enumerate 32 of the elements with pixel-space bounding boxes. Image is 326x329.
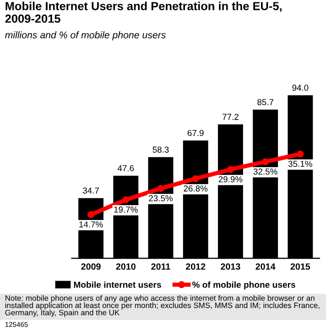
data-label: 58.3 — [152, 146, 169, 153]
data-label: 94.0 — [292, 84, 308, 91]
x-tick-label: 2012 — [186, 263, 206, 270]
point — [296, 150, 304, 158]
point — [157, 184, 164, 192]
x-tick-label: 2009 — [81, 263, 101, 270]
x-tick-label: 2015 — [290, 263, 310, 270]
x-tick-label: 2014 — [256, 263, 276, 270]
data-label: 29.9% — [218, 176, 242, 182]
data-label: 26.8% — [184, 185, 208, 192]
x-tick-label: 2011 — [151, 263, 170, 270]
point — [192, 175, 200, 182]
data-label: 47.6 — [118, 165, 134, 172]
data-label: 23.5% — [148, 195, 173, 202]
point — [87, 211, 94, 218]
data-label: 35.1% — [288, 160, 312, 167]
data-label: 67.9 — [188, 130, 204, 136]
point — [122, 196, 130, 204]
legend-label: Mobile internet users — [74, 281, 162, 288]
data-label: 19.7% — [114, 206, 138, 213]
chart-subtitle: millions and % of mobile phone users — [5, 31, 166, 40]
data-label: 85.7 — [257, 99, 274, 106]
point — [262, 158, 269, 166]
legend-label: % of mobile phone users — [192, 281, 296, 290]
data-label: 32.5% — [254, 168, 278, 175]
point — [227, 166, 234, 173]
data-label: 77.2 — [222, 114, 238, 120]
chart-title: Mobile Internet Users and Penetration in the EU-5, 2009-2015 — [5, 2, 282, 23]
x-tick-label: 2010 — [116, 263, 136, 270]
data-label: 14.7% — [79, 221, 103, 228]
x-tick-label: 2013 — [220, 263, 240, 270]
data-label: 34.7 — [82, 188, 99, 194]
